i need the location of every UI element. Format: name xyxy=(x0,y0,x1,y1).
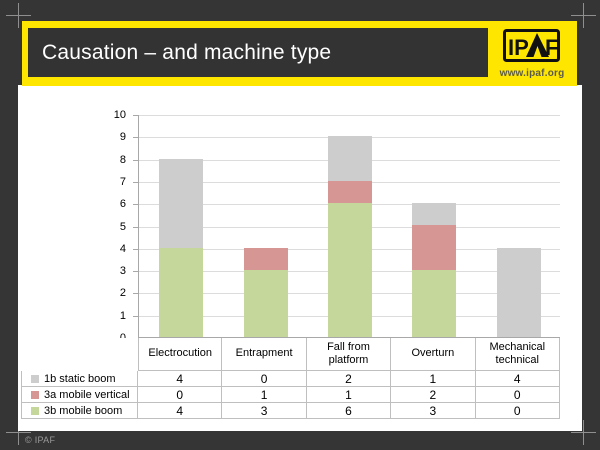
ipaf-url: www.ipaf.org xyxy=(499,68,565,79)
crop-mark-bottom-right xyxy=(571,420,596,445)
value-cell: 3 xyxy=(391,403,476,419)
value-cell: 1 xyxy=(391,371,476,387)
y-axis-labels: 012345678910 xyxy=(86,109,126,344)
category-header: Fall from platform xyxy=(306,338,392,371)
page-title: Causation – and machine type xyxy=(42,40,332,64)
crop-mark-bottom-left xyxy=(6,420,31,445)
title-bar: Causation – and machine type IP F www.ip… xyxy=(22,21,577,86)
axis-tick xyxy=(133,271,139,272)
axis-tick xyxy=(133,227,139,228)
axis-tick xyxy=(133,182,139,183)
category-header: Electrocution xyxy=(138,338,223,371)
footer: © IPAF xyxy=(25,431,55,449)
category-header: Entrapment xyxy=(222,338,307,371)
legend-marker-icon xyxy=(31,374,39,383)
ipaf-logo: IP F xyxy=(503,29,560,62)
axis-tick xyxy=(133,115,139,116)
category-header: Mechanical technical xyxy=(475,338,560,371)
bar-segment xyxy=(412,203,456,225)
y-tick-label: 7 xyxy=(119,176,126,188)
bar-segment xyxy=(159,248,203,337)
y-tick-label: 6 xyxy=(119,198,126,210)
y-tick-label: 8 xyxy=(119,154,126,166)
table-corner-cell xyxy=(21,338,138,371)
y-tick-label: 10 xyxy=(113,109,126,121)
plot-area xyxy=(133,115,560,339)
value-cell: 6 xyxy=(306,403,392,419)
value-cell: 3 xyxy=(222,403,307,419)
y-tick-label: 2 xyxy=(119,287,126,299)
value-cell: 0 xyxy=(475,387,560,403)
axis-tick xyxy=(133,249,139,250)
bar-segment xyxy=(159,159,203,248)
bar-segment xyxy=(412,225,456,270)
value-cell: 4 xyxy=(475,371,560,387)
bar-segment xyxy=(244,270,288,337)
y-tick-label: 1 xyxy=(119,310,126,322)
logo-text-left: IP xyxy=(508,35,529,60)
category-header: Overturn xyxy=(391,338,476,371)
ipaf-logo-icon: IP F xyxy=(503,29,560,62)
axis-tick xyxy=(133,137,139,138)
y-tick-label: 4 xyxy=(119,243,126,255)
gridline xyxy=(139,115,560,116)
legend-label: 3b mobile boom xyxy=(44,404,123,417)
logo-text-right: F xyxy=(545,35,558,60)
bar-segment xyxy=(412,270,456,337)
bar-segment xyxy=(328,203,372,337)
crop-mark-top-left xyxy=(6,3,31,28)
data-table: Electrocution Entrapment Fall from platfor… xyxy=(21,338,560,419)
bar-segment xyxy=(497,248,541,337)
legend-cell: 3a mobile vertical xyxy=(21,387,138,403)
y-tick-label: 9 xyxy=(119,131,126,143)
value-cell: 0 xyxy=(222,371,307,387)
legend-marker-icon xyxy=(31,390,39,399)
crop-mark-top-right xyxy=(571,3,596,28)
y-tick-label: 3 xyxy=(119,265,126,277)
value-cell: 0 xyxy=(138,387,223,403)
legend-label: 1b static boom xyxy=(44,372,116,385)
axis-tick xyxy=(133,204,139,205)
value-cell: 2 xyxy=(391,387,476,403)
copyright-text: © IPAF xyxy=(25,435,56,445)
y-tick-label: 5 xyxy=(119,221,126,233)
title-box: Causation – and machine type xyxy=(28,28,488,77)
value-cell: 4 xyxy=(138,371,223,387)
value-cell: 1 xyxy=(306,387,392,403)
legend-cell: 1b static boom xyxy=(21,371,138,387)
axis-tick xyxy=(133,160,139,161)
axis-tick xyxy=(133,316,139,317)
value-cell: 1 xyxy=(222,387,307,403)
bar-segment xyxy=(244,248,288,270)
value-cell: 2 xyxy=(306,371,392,387)
legend-marker-icon xyxy=(31,406,39,415)
logo-letter-a xyxy=(526,33,549,57)
legend-cell: 3b mobile boom xyxy=(21,403,138,419)
value-cell: 0 xyxy=(475,403,560,419)
bar-segment xyxy=(328,136,372,181)
legend-label: 3a mobile vertical xyxy=(44,388,130,401)
bar-segment xyxy=(328,181,372,203)
axis-tick xyxy=(133,293,139,294)
value-cell: 4 xyxy=(138,403,223,419)
